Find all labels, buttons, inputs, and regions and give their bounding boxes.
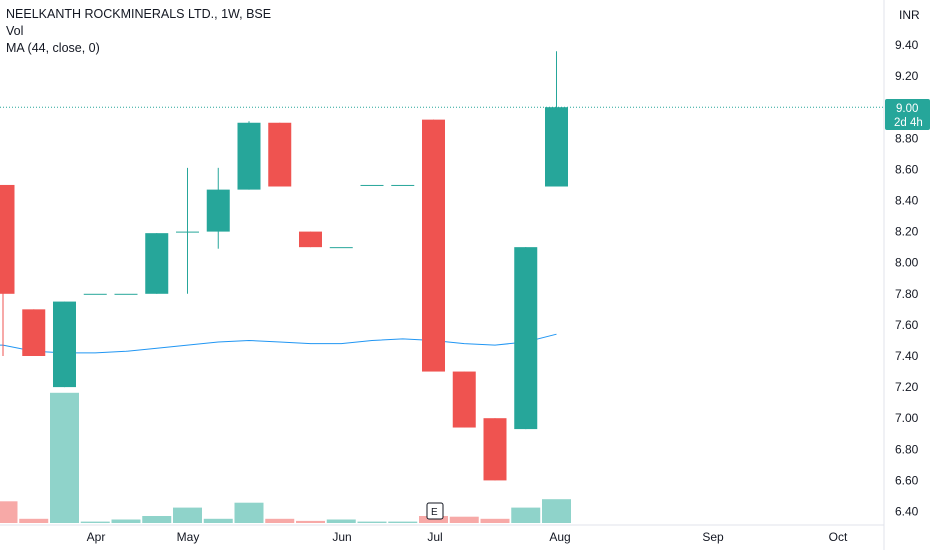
x-tick-label: Apr [87,530,106,544]
candlestick[interactable] [329,247,353,249]
candlestick[interactable] [452,371,476,428]
currency-label[interactable]: INR [896,7,923,23]
volume-bar [234,502,264,523]
y-tick-label: 8.80 [895,131,919,145]
y-tick-label: 6.80 [895,442,919,456]
y-tick-label: 7.40 [895,349,919,363]
y-tick-label: 8.40 [895,194,919,208]
x-tick-label: Aug [549,530,570,544]
price-tag-box [885,99,930,130]
price-tag-countdown: 2d 4h [894,117,923,129]
x-tick-label: Oct [829,530,848,544]
volume-bar [388,521,418,523]
candle-body [483,418,507,481]
candlestick[interactable] [83,293,107,295]
x-axis-ticks: Apr May Jun Jul Aug Sep Oct [87,530,848,544]
volume-bar [80,521,110,523]
x-tick-label: Jun [332,530,351,544]
volume-bar [203,518,233,523]
y-tick-label: 7.80 [895,287,919,301]
volume-bars [0,392,571,523]
candle-body [299,231,322,248]
y-tick-label: 7.20 [895,380,919,394]
x-tick-label: Sep [702,530,724,544]
y-tick-label: 8.00 [895,256,919,270]
volume-bar [511,507,541,523]
volume-bar [542,499,571,523]
volume-bar [326,519,356,523]
volume-bar [173,507,202,523]
y-tick-label: 8.20 [895,225,919,239]
y-tick-label: 9.40 [895,38,919,52]
y-tick-label: 6.40 [895,505,919,519]
candle-body [391,184,415,186]
candle-body [268,122,292,187]
candlestick[interactable] [145,233,169,294]
candlestick[interactable] [391,184,415,186]
candlestick[interactable] [545,51,568,187]
candlestick[interactable] [483,418,507,481]
candlestick[interactable] [299,231,322,248]
candlestick[interactable] [22,309,46,356]
volume-bar [265,518,295,523]
candle-body [422,119,445,372]
y-tick-label: 6.60 [895,473,919,487]
axes [0,0,885,550]
candle-body [83,293,107,295]
moving-average-line [0,333,557,354]
candlestick[interactable] [176,167,199,294]
candle-body [0,184,15,294]
y-tick-label: 9.20 [895,69,919,83]
y-tick-label: 7.00 [895,411,919,425]
last-price-tag: 9.00 2d 4h [885,99,930,130]
candlestick[interactable] [514,247,538,430]
chart-legend: NEELKANTH ROCKMINERALS LTD., 1W, BSE Vol… [6,6,271,57]
candlestick[interactable] [206,167,230,249]
legend-volume[interactable]: Vol [6,24,24,38]
x-tick-label: Jul [427,530,442,544]
earnings-marker[interactable]: E [426,502,444,520]
volume-bar [0,501,18,523]
volume-bar [296,520,325,523]
candle-body [452,371,476,428]
ma-line [0,333,557,354]
candlestick[interactable] [360,184,384,186]
y-tick-label: 7.60 [895,318,919,332]
candle-body [514,247,538,430]
candlesticks[interactable] [0,51,568,481]
candle-body [114,293,138,295]
legend-moving-average[interactable]: MA (44, close, 0) [6,41,100,55]
candle-body [22,309,46,356]
candle-body [206,189,230,232]
legend-symbol-title[interactable]: NEELKANTH ROCKMINERALS LTD., 1W, BSE [6,7,272,21]
volume-bar [50,392,79,523]
volume-bar [449,516,479,523]
candlestick[interactable] [237,121,261,190]
volume-bar [111,519,141,523]
y-axis-ticks: 6.40 6.60 6.80 7.00 7.20 7.40 7.60 7.80 8.00 8.20… [895,38,919,519]
candle-body [53,301,76,388]
volume-bar [142,516,172,523]
candlestick[interactable] [0,184,15,356]
candle-body [545,107,568,187]
volume-bar [480,518,510,523]
earnings-marker-box[interactable] [426,502,444,520]
y-tick-label: 8.60 [895,162,919,176]
candle-body [360,184,384,186]
volume-bar [357,521,387,523]
earnings-marker-label: E [431,507,438,518]
candle-body [329,247,353,249]
candle-body [176,231,199,233]
candle-body [145,233,169,294]
volume-bar [19,518,49,523]
candle-body [237,122,261,190]
x-tick-label: May [177,530,200,544]
candlestick[interactable] [114,293,138,295]
candlestick[interactable] [53,301,76,388]
candlestick[interactable] [268,122,292,187]
price-tag-value: 9.00 [896,103,918,115]
candlestick[interactable] [422,119,445,372]
